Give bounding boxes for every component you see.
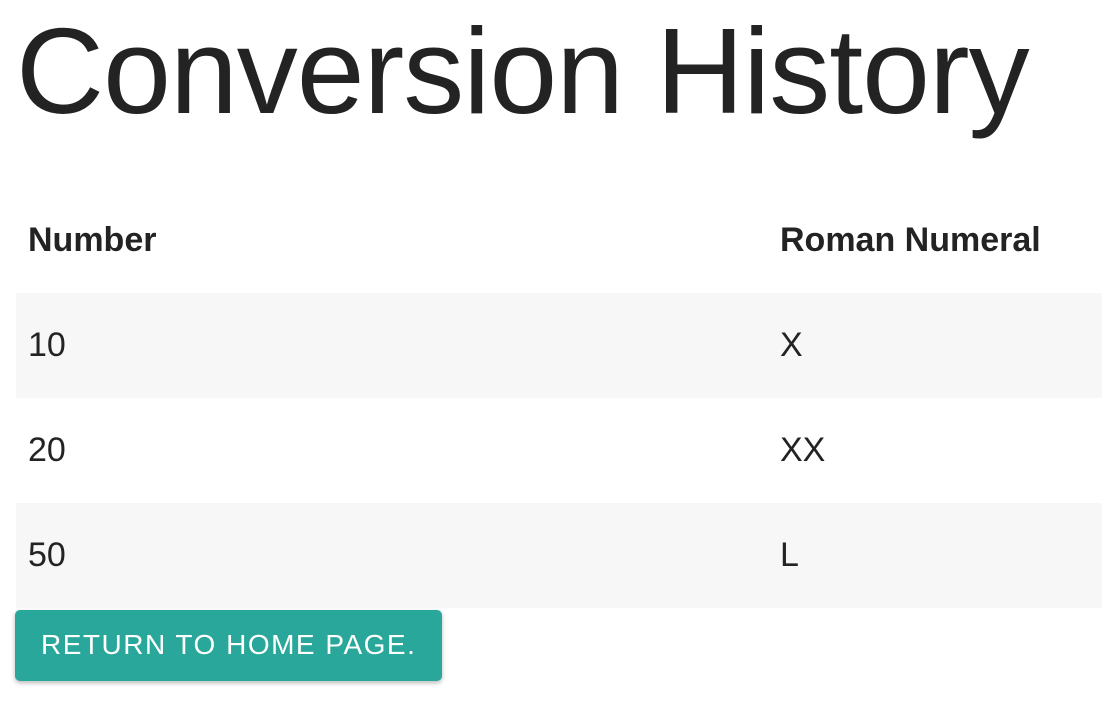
table-header-row: Number Roman Numeral xyxy=(16,158,1102,293)
table-row: 20 XX xyxy=(16,398,1102,503)
conversion-history-table: Number Roman Numeral 10 X 20 XX 50 L xyxy=(16,158,1102,608)
table-row: 10 X xyxy=(16,292,1102,398)
column-header-roman-numeral: Roman Numeral xyxy=(780,220,1041,259)
return-to-home-button[interactable]: RETURN TO HOME PAGE. xyxy=(15,609,443,681)
number-cell: 10 xyxy=(28,325,66,364)
roman-numeral-cell: X xyxy=(780,325,803,364)
page-title: Conversion History xyxy=(16,3,1030,139)
column-header-number: Number xyxy=(28,220,157,259)
table-body: 10 X 20 XX 50 L xyxy=(16,292,1102,608)
roman-numeral-cell: XX xyxy=(780,430,826,469)
number-cell: 20 xyxy=(28,430,66,469)
number-cell: 50 xyxy=(28,535,66,574)
roman-numeral-cell: L xyxy=(780,535,799,574)
table-row: 50 L xyxy=(16,502,1102,608)
table-header: Number Roman Numeral xyxy=(16,158,1102,293)
